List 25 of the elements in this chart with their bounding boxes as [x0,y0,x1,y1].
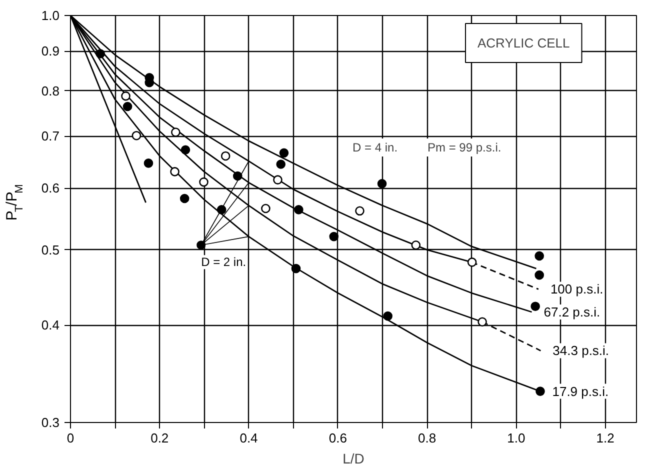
x-tick-label: 0 [66,430,74,446]
y-tick-label: 0.4 [41,318,60,333]
x-tick-label: 0.6 [328,430,347,446]
y-tick-label: 0.6 [41,180,60,196]
y-tick-label: 1.0 [41,8,60,23]
series-label: 100 p.s.i. [550,282,604,297]
x-tick-label: 1.2 [596,430,614,446]
series-label: 34.3 p.s.i. [552,343,610,358]
y-tick-label: 0.8 [41,83,60,98]
annotation: Pm = 99 p.s.i. [428,140,502,154]
annotation: ACRYLIC CELL [478,36,570,50]
x-axis-title: L/D [342,450,364,466]
y-tick-label: 0.5 [41,242,60,258]
x-tick-label: 0.4 [240,430,258,446]
x-tick-label: 0.2 [150,430,169,446]
y-tick-label: 0.9 [41,44,60,59]
y-tick-label: 0.3 [41,415,60,430]
y-tick-label: 0.7 [41,128,60,144]
y-axis-title: PT/PM [4,184,26,221]
annotation: D = 2 in. [201,255,246,270]
x-tick-label: 0.8 [418,430,436,446]
series-label: 17.9 p.s.i. [552,384,609,399]
series-label: 67.2 p.s.i. [544,304,600,320]
x-tick-label: 1.0 [507,430,526,446]
annotation: D = 4 in. [352,140,398,154]
